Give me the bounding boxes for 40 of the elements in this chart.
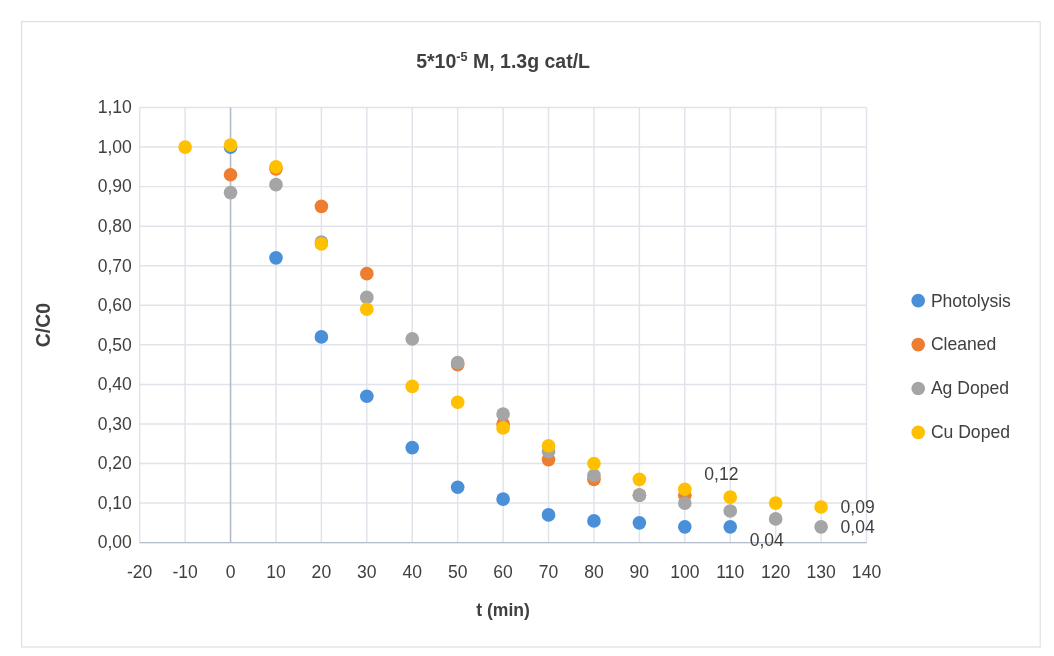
y-axis-title: C/C0 (31, 302, 54, 348)
x-tick-label: 140 (851, 561, 882, 582)
x-tick-label: 40 (402, 561, 423, 582)
x-tick-label: 60 (493, 561, 514, 582)
x-tick-label: 30 (357, 561, 377, 582)
x-tick-label: 100 (670, 561, 700, 582)
y-tick-label: 0,30 (97, 413, 133, 434)
x-tick-label: 120 (761, 561, 791, 582)
annotation: 0,12 (704, 463, 739, 484)
y-tick-label: 0,20 (97, 453, 133, 474)
y-tick-label: 0,80 (97, 216, 133, 237)
x-tick-label: -10 (172, 561, 199, 582)
y-tick-label: 1,10 (97, 97, 133, 118)
legend-label: Ag Doped (930, 378, 1009, 399)
x-tick-label: 70 (538, 561, 559, 582)
x-tick-label: 20 (311, 561, 332, 582)
legend-label: Cleaned (930, 334, 997, 355)
y-tick-label: 0,10 (97, 492, 133, 513)
x-tick-label: 10 (266, 561, 286, 582)
legend-label: Cu Doped (930, 422, 1010, 443)
x-tick-label: 50 (447, 561, 468, 582)
y-tick-label: 0,90 (97, 176, 133, 197)
x-tick-label: -20 (127, 561, 153, 582)
y-tick-label: 0,40 (97, 374, 133, 395)
y-tick-label: 0,50 (97, 334, 133, 355)
x-axis-title: t (min) (476, 599, 530, 620)
x-tick-label: 90 (629, 561, 650, 582)
annotation: 0,04 (840, 516, 875, 537)
x-tick-label: 110 (716, 561, 745, 582)
x-tick-label: 0 (225, 561, 236, 582)
x-tick-label: 130 (806, 561, 836, 582)
y-tick-label: 0,60 (97, 295, 133, 316)
y-tick-label: 0,70 (97, 255, 133, 276)
x-tick-label: 80 (584, 561, 604, 582)
annotation: 0,04 (749, 530, 785, 551)
legend-label: Photolysis (930, 290, 1012, 311)
annotation: 0,09 (840, 496, 875, 517)
y-tick-label: 0,00 (97, 532, 133, 553)
y-tick-label: 1,00 (97, 136, 133, 157)
chart-title: 5*10$^{-5}$ M, 1.3g cat/L (416, 50, 591, 73)
